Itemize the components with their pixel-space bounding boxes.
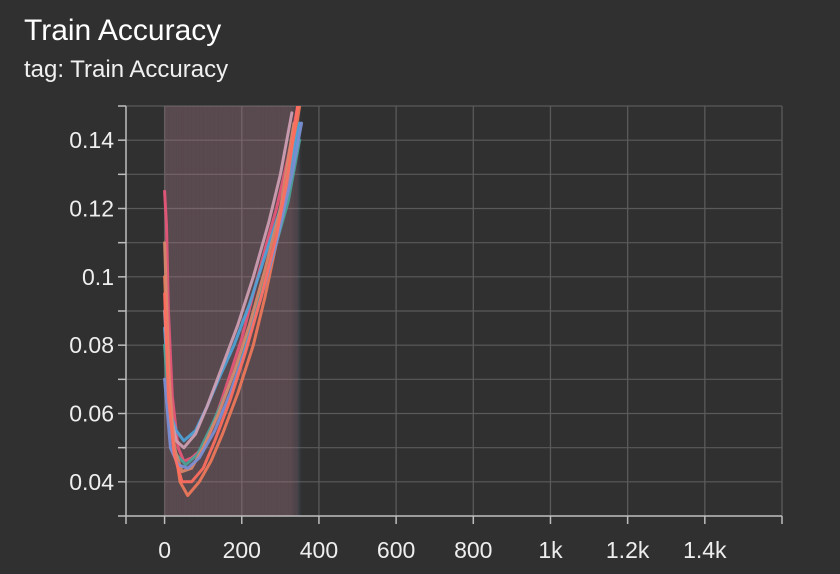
y-tick-label: 0.14 <box>69 127 114 153</box>
series-band <box>170 106 177 516</box>
x-tick-label: 1.2k <box>606 537 650 563</box>
x-tick-label: 400 <box>300 537 338 563</box>
series-band <box>168 106 173 516</box>
series-band <box>203 106 219 516</box>
series-band <box>264 106 277 516</box>
series-line[interactable] <box>163 106 300 484</box>
series-band <box>187 106 200 516</box>
series-band <box>276 106 289 516</box>
series-band <box>214 106 231 516</box>
series-band <box>172 106 181 516</box>
series-band <box>203 106 215 516</box>
series-band <box>191 106 204 516</box>
series-band <box>253 106 265 516</box>
y-tick-label: 0.08 <box>69 332 114 358</box>
series-band <box>276 106 289 516</box>
series-band <box>187 106 200 516</box>
series-band <box>169 106 175 516</box>
series-band <box>176 106 186 516</box>
series-band <box>174 106 182 516</box>
series-band <box>280 106 292 516</box>
series-band <box>183 106 192 516</box>
series-band <box>172 106 179 516</box>
x-axis-ticks: 0 200 400 600 800 1k 1.2k 1.4k <box>125 516 783 563</box>
series-band <box>291 106 300 516</box>
series-band <box>264 106 277 516</box>
series-band <box>214 106 227 516</box>
series-band <box>170 106 177 516</box>
series-band <box>253 106 265 516</box>
series-band <box>178 106 188 516</box>
series-band <box>197 106 211 516</box>
x-tick-label: 0 <box>158 537 171 563</box>
series-band <box>174 106 182 516</box>
series-band <box>191 106 204 516</box>
series-band <box>261 106 277 516</box>
chart-title: Train Accuracy <box>24 14 222 47</box>
series-band <box>181 106 192 516</box>
series-band <box>288 106 298 516</box>
series-band <box>191 106 204 516</box>
x-tick-label: 600 <box>377 537 415 563</box>
series-band <box>207 106 219 516</box>
series-band <box>176 106 184 516</box>
series-band <box>195 106 208 516</box>
series-band <box>257 106 273 516</box>
y-axis-ticks: 0.04 0.06 0.08 0.1 0.12 0.14 <box>69 105 126 517</box>
grid <box>126 105 783 517</box>
series-band <box>168 106 175 516</box>
x-tick-label: 200 <box>223 537 261 563</box>
series-band <box>185 106 198 516</box>
series-band <box>195 106 208 516</box>
series-lines <box>163 106 304 497</box>
series-band <box>168 106 173 516</box>
series-band <box>268 106 281 516</box>
chart-tag: tag: Train Accuracy <box>24 56 229 83</box>
series-band <box>230 106 246 516</box>
series-band <box>170 106 179 516</box>
y-tick-label: 0.12 <box>69 196 114 222</box>
y-tick-label: 0.06 <box>69 401 114 427</box>
series-band <box>183 106 196 516</box>
series-band <box>291 106 302 516</box>
series-band <box>210 106 223 516</box>
series-band <box>288 106 298 516</box>
series-band <box>288 106 300 516</box>
series-band <box>230 106 246 516</box>
x-tick-label: 1k <box>538 537 563 563</box>
series-band <box>288 106 300 516</box>
series-band <box>276 106 289 516</box>
series-band <box>178 106 184 516</box>
x-tick-label: 1.4k <box>683 537 727 563</box>
series-line[interactable] <box>163 111 294 450</box>
y-tick-label: 0.04 <box>69 469 114 495</box>
series-band <box>180 106 188 516</box>
series-band <box>199 106 211 516</box>
series-band <box>203 106 215 516</box>
series-band <box>183 106 196 516</box>
series-band <box>181 106 192 516</box>
x-tick-label: 800 <box>454 537 492 563</box>
series-band <box>280 106 292 516</box>
series-band <box>176 106 184 516</box>
series-band <box>170 106 177 516</box>
y-tick-label: 0.1 <box>82 264 114 290</box>
